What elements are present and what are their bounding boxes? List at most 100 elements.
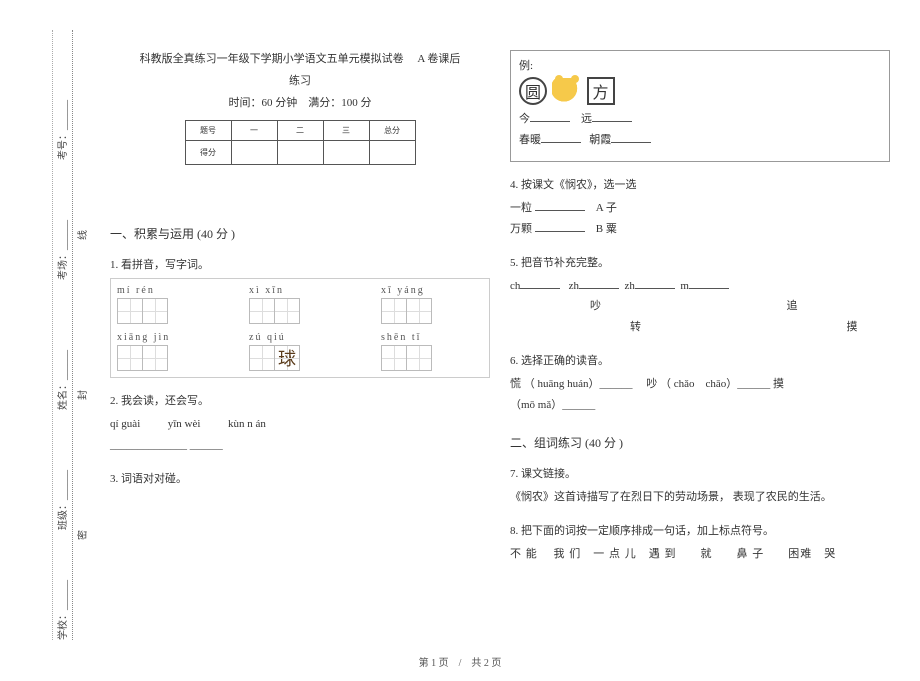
question-1: 1. 看拼音，写字词。 <box>110 256 490 272</box>
title-main: 科教版全真练习一年级下学期小学语文五单元模拟试卷 <box>140 53 404 65</box>
pinyin-col: shēn tǐ <box>381 332 483 371</box>
q6-item: 慌 （ huāng huán）______ <box>510 378 633 390</box>
sidebar-label-examno: 考号：______ <box>54 100 69 160</box>
time-line: 时间：60 分钟 满分：100 分 <box>110 94 490 110</box>
q4-right: A 子 <box>596 202 617 214</box>
sidebar-label-name: 姓名：______ <box>54 350 69 410</box>
pinyin-label: zú qiú <box>249 332 351 343</box>
ex-b: 远 <box>581 113 592 125</box>
question-5: 5. 把音节补充完整。 <box>510 254 890 270</box>
pinyin-col: xì xīn <box>249 285 351 324</box>
sidebar-label-school: 学校：______ <box>54 580 69 640</box>
ex-a: 今 <box>519 113 530 125</box>
example-char-circle: 圆 <box>519 77 547 105</box>
sidebar-mid-1: 线 <box>74 230 89 240</box>
fill-blank[interactable] <box>689 277 729 289</box>
example-label: 例: <box>519 57 881 73</box>
fill-blank[interactable] <box>535 220 585 232</box>
q5-char: 吵 <box>590 300 601 312</box>
fill-blank[interactable] <box>520 277 560 289</box>
q2-items: qí guài yīn wèi kùn n án <box>110 414 490 435</box>
td-blank[interactable] <box>323 141 369 165</box>
q4-left: 万颗 <box>510 223 532 235</box>
title-suffix: A 卷课后 <box>417 53 460 65</box>
example-line: 春暖 朝霞 <box>519 130 881 151</box>
td-blank[interactable] <box>277 141 323 165</box>
example-line: 今 远 <box>519 109 881 130</box>
char-grid[interactable]: 球 <box>249 345 351 371</box>
sidebar-mid-3: 密 <box>74 530 89 540</box>
pinyin-col: mí rén <box>117 285 219 324</box>
q5-bottom: 吵 追 <box>510 296 890 317</box>
q5-syl: m <box>680 280 689 292</box>
q2-item: qí guài <box>110 418 140 430</box>
sidebar-label-room: 考场：______ <box>54 220 69 280</box>
pinyin-col: zú qiú 球 <box>249 332 351 371</box>
td-blank[interactable] <box>369 141 415 165</box>
question-7: 7. 课文链接。 <box>510 465 890 481</box>
example-chars: 圆 方 <box>519 77 881 105</box>
char-grid[interactable] <box>381 345 483 371</box>
question-8: 8. 把下面的词按一定顺序排成一句话，加上标点符号。 <box>510 522 890 538</box>
q6-line: 慌 （ huāng huán）______ 吵 （ chǎo chāo）____… <box>510 374 890 395</box>
pinyin-label: xiāng jìn <box>117 332 219 343</box>
column-left: 科教版全真练习一年级下学期小学语文五单元模拟试卷 A 卷课后 练习 时间：60 … <box>110 50 490 492</box>
q6-line: （mō mǎ）______ <box>510 395 890 416</box>
title-row: 科教版全真练习一年级下学期小学语文五单元模拟试卷 A 卷课后 <box>110 50 490 66</box>
ex-b: 朝霞 <box>589 134 611 146</box>
fill-blank[interactable] <box>611 131 651 143</box>
question-4: 4. 按课文《悯农》，选一选 <box>510 176 890 192</box>
q2-item: yīn wèi <box>168 418 201 430</box>
th-1: 一 <box>231 121 277 141</box>
table-row: 题号 一 二 三 总分 <box>185 121 415 141</box>
fill-blank[interactable] <box>535 199 585 211</box>
question-6: 6. 选择正确的读音。 <box>510 352 890 368</box>
q2-blanks[interactable]: ______________ ______ <box>110 435 490 456</box>
fill-blank[interactable] <box>635 277 675 289</box>
th-2: 二 <box>277 121 323 141</box>
ex-a: 春暖 <box>519 134 541 146</box>
q4-left: 一粒 <box>510 202 532 214</box>
pinyin-label: mí rén <box>117 285 219 296</box>
pinyin-row: mí rén xì xīn xī yáng <box>117 285 483 324</box>
td-blank[interactable] <box>231 141 277 165</box>
char-grid[interactable] <box>117 345 219 371</box>
tiger-icon <box>552 78 582 104</box>
example-box: 例: 圆 方 今 远 春暖 朝霞 <box>510 50 890 162</box>
q7-body: 《悯农》这首诗描写了在烈日下的劳动场景， 表现了农民的生活。 <box>510 487 890 508</box>
q5-top: ch zh zh m <box>510 276 890 297</box>
q2-item: kùn n án <box>228 418 266 430</box>
th-total: 总分 <box>369 121 415 141</box>
char-grid[interactable] <box>381 298 483 324</box>
char-grid[interactable] <box>249 298 351 324</box>
column-right: 例: 圆 方 今 远 春暖 朝霞 4. 按课文《悯农》，选一选 一粒 A 子 <box>510 50 890 565</box>
fill-blank[interactable] <box>592 110 632 122</box>
sidebar-label-class: 班级：______ <box>54 470 69 530</box>
td-label: 得分 <box>185 141 231 165</box>
q6-item: （mō mǎ）______ <box>510 399 595 411</box>
th-label: 题号 <box>185 121 231 141</box>
binding-sidebar: 考号：______ 考场：______ 姓名：______ 班级：______ … <box>18 40 88 640</box>
section-heading-1: 一、积累与运用 (40 分 ) <box>110 225 490 242</box>
pinyin-label: xī yáng <box>381 285 483 296</box>
fill-blank[interactable] <box>530 110 570 122</box>
title-sub: 练习 <box>110 72 490 88</box>
q5-char: 追 <box>787 300 798 312</box>
q4-right: B 粟 <box>596 223 617 235</box>
pinyin-row: xiāng jìn zú qiú 球 shēn tǐ <box>117 332 483 371</box>
section-heading-2: 二、组词练习 (40 分 ) <box>510 434 890 451</box>
char-grid[interactable] <box>117 298 219 324</box>
q4-line: 一粒 A 子 <box>510 198 890 219</box>
question-3: 3. 词语对对碰。 <box>110 470 490 486</box>
question-2: 2. 我会读，还会写。 <box>110 392 490 408</box>
q5-char: 摸 <box>847 321 858 333</box>
pinyin-label: shēn tǐ <box>381 332 483 343</box>
fill-blank[interactable] <box>541 131 581 143</box>
q5-syl: ch <box>510 280 520 292</box>
example-char-square: 方 <box>587 77 615 105</box>
fill-blank[interactable] <box>579 277 619 289</box>
q4-line: 万颗 B 粟 <box>510 219 890 240</box>
q5-syl: zh <box>569 280 579 292</box>
pinyin-col: xiāng jìn <box>117 332 219 371</box>
prefilled-char: 球 <box>275 346 299 370</box>
